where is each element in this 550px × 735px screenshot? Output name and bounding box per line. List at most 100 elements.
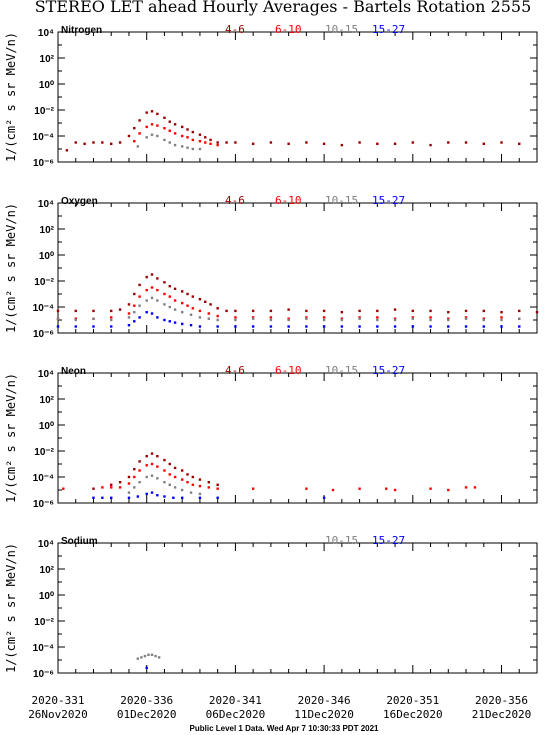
y-tick-label: 10⁻² bbox=[34, 106, 54, 117]
data-point bbox=[101, 496, 104, 499]
y-tick-label: 10⁻⁴ bbox=[33, 473, 54, 484]
data-point bbox=[110, 142, 113, 145]
data-point bbox=[225, 141, 228, 144]
data-point bbox=[322, 496, 326, 499]
x-tick-date-label: 16Dec2020 bbox=[383, 708, 443, 721]
data-point bbox=[136, 495, 140, 498]
data-point bbox=[168, 473, 171, 476]
data-point bbox=[191, 307, 195, 310]
y-tick-label: 10⁰ bbox=[39, 421, 54, 432]
data-point bbox=[251, 317, 255, 320]
data-point bbox=[101, 486, 104, 489]
y-tick-label: 10⁻² bbox=[34, 617, 54, 628]
y-tick-label: 10⁻⁶ bbox=[33, 499, 54, 510]
data-point bbox=[172, 496, 175, 499]
data-point bbox=[173, 466, 177, 470]
data-point bbox=[216, 496, 219, 499]
data-point bbox=[340, 318, 344, 322]
data-point bbox=[110, 316, 113, 319]
data-point bbox=[133, 292, 136, 296]
data-point bbox=[180, 496, 184, 499]
data-point bbox=[322, 325, 326, 328]
y-tick-label: 10⁻⁴ bbox=[33, 132, 54, 143]
data-point bbox=[163, 469, 166, 472]
data-point bbox=[216, 314, 219, 318]
element-label: Sodium bbox=[61, 536, 98, 547]
data-point bbox=[150, 452, 154, 455]
data-point bbox=[133, 311, 136, 314]
data-point bbox=[56, 317, 60, 320]
data-point bbox=[216, 143, 219, 147]
data-point bbox=[209, 142, 212, 145]
data-point bbox=[429, 487, 432, 490]
data-point bbox=[186, 292, 189, 296]
data-point bbox=[127, 303, 131, 306]
data-point bbox=[133, 486, 136, 489]
data-point bbox=[251, 142, 255, 145]
data-point bbox=[251, 316, 255, 319]
data-point bbox=[376, 142, 379, 145]
data-point bbox=[180, 125, 184, 129]
data-point bbox=[92, 141, 95, 144]
data-point bbox=[358, 309, 361, 313]
data-point bbox=[269, 325, 273, 328]
data-point bbox=[92, 309, 95, 313]
data-point bbox=[340, 325, 344, 328]
legend-entry: 10-15 bbox=[325, 534, 358, 547]
data-point bbox=[216, 141, 219, 144]
legend-entry: 10-15 bbox=[325, 23, 358, 36]
data-point bbox=[473, 486, 477, 489]
data-point bbox=[74, 317, 77, 320]
legend-entry: 6-10 bbox=[275, 23, 302, 36]
data-point bbox=[393, 325, 397, 328]
data-point bbox=[287, 142, 290, 145]
data-point bbox=[358, 487, 361, 490]
data-point bbox=[191, 147, 195, 151]
data-point bbox=[145, 299, 148, 302]
legend-entry: 15-27 bbox=[372, 194, 405, 207]
legend-entry: 15-27 bbox=[372, 534, 405, 547]
data-point bbox=[207, 312, 210, 315]
x-tick-date-label: 01Dec2020 bbox=[117, 708, 177, 721]
data-point bbox=[62, 487, 65, 490]
data-point bbox=[198, 316, 202, 319]
data-point bbox=[186, 481, 189, 484]
data-point bbox=[447, 325, 450, 328]
data-point bbox=[150, 462, 154, 466]
data-point bbox=[110, 496, 113, 499]
data-point bbox=[429, 143, 432, 147]
data-point bbox=[110, 483, 113, 486]
data-point bbox=[150, 491, 154, 494]
data-point bbox=[168, 120, 171, 123]
x-tick-date-label: 26Nov2020 bbox=[28, 708, 88, 721]
data-point bbox=[156, 124, 159, 127]
data-point bbox=[358, 316, 361, 319]
panel-neon: 10⁻⁶ 10⁻⁴ 10⁻² 10⁰ 10² 10⁴ 1/(cm² s sr MeV/n) N… bbox=[4, 364, 538, 510]
data-point bbox=[482, 309, 485, 313]
data-point bbox=[83, 142, 86, 145]
data-point bbox=[322, 142, 326, 145]
data-point bbox=[385, 487, 388, 490]
data-point bbox=[118, 308, 122, 311]
data-point bbox=[198, 140, 202, 143]
data-point bbox=[429, 325, 432, 328]
legend-entry: 10-15 bbox=[325, 364, 358, 377]
data-point bbox=[127, 316, 131, 319]
data-point bbox=[150, 312, 154, 315]
legend-entry: 4-6 bbox=[225, 23, 245, 36]
data-point bbox=[138, 283, 141, 287]
data-point bbox=[180, 311, 184, 314]
data-point bbox=[74, 141, 77, 144]
x-tick-label: 2020-346 bbox=[298, 694, 351, 707]
data-point bbox=[118, 481, 122, 484]
data-point bbox=[133, 320, 136, 323]
data-point bbox=[209, 303, 212, 306]
data-point bbox=[287, 308, 290, 311]
data-point bbox=[411, 317, 415, 320]
data-point bbox=[198, 325, 202, 328]
data-point bbox=[331, 488, 335, 492]
data-point bbox=[157, 656, 161, 659]
data-point bbox=[138, 304, 141, 307]
data-point bbox=[500, 318, 503, 322]
